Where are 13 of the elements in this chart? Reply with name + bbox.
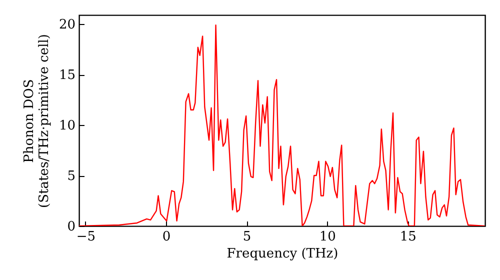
y-tick-label: 10 — [58, 118, 76, 134]
y-tick-label: 20 — [58, 18, 76, 33]
x-tick-label: 0 — [162, 230, 171, 244]
line-series — [79, 24, 485, 226]
x-tick-label: −5 — [76, 230, 96, 244]
y-tick-label: 5 — [67, 169, 76, 184]
x-tick-label: 10 — [319, 230, 336, 244]
y-tick-label: 15 — [58, 68, 76, 84]
y-axis-title: Phonon DOS (States/THz·primitive cell) — [22, 34, 52, 208]
y-tick-label: 0 — [67, 220, 76, 234]
x-axis-title: Frequency (THz) — [226, 246, 338, 262]
x-tick-label: 15 — [400, 230, 416, 244]
x-tick-label: 5 — [242, 230, 252, 244]
